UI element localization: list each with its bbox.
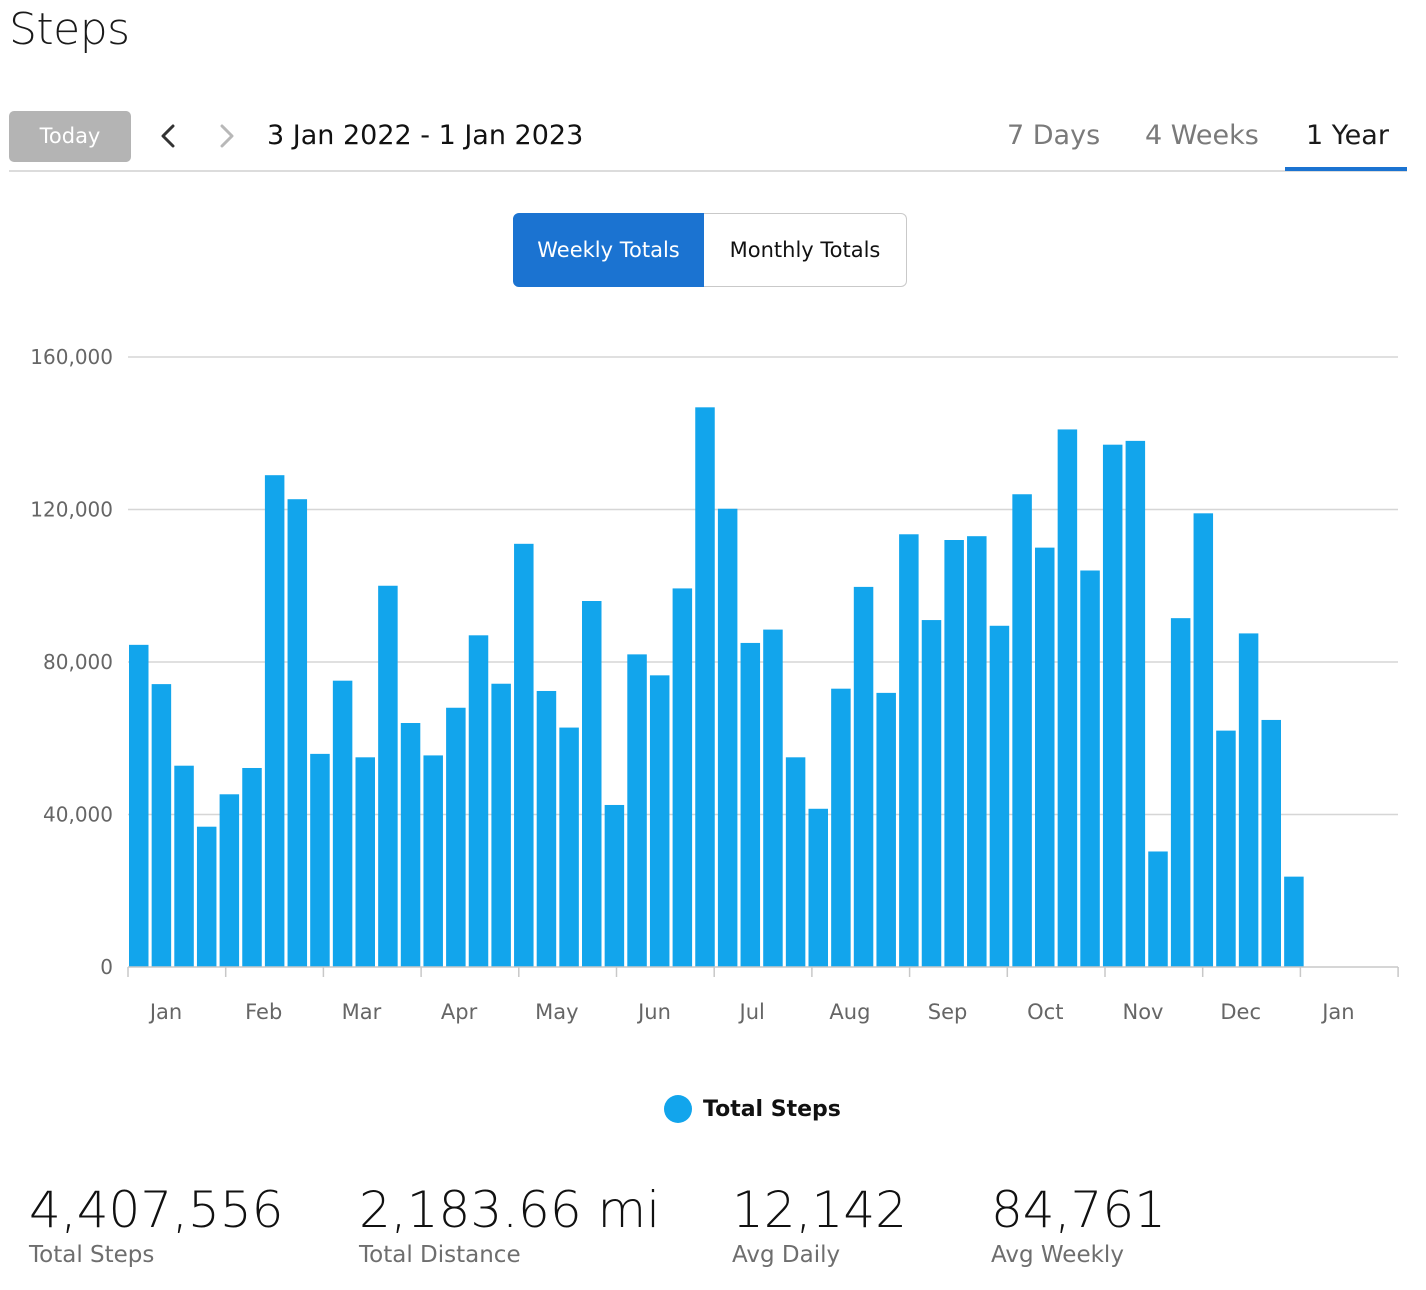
bar	[378, 585, 398, 967]
chevron-left-icon[interactable]	[155, 122, 183, 150]
bar	[876, 692, 896, 967]
y-tick-label: 40,000	[43, 803, 113, 827]
stat-total-steps: 4,407,556 Total Steps	[29, 1180, 283, 1270]
monthly-totals-button[interactable]: Monthly Totals	[704, 213, 907, 287]
x-tick-label: Dec	[1220, 1000, 1261, 1024]
bar	[785, 757, 806, 967]
bar	[242, 767, 262, 967]
tab-7-days[interactable]: 7 Days	[1007, 120, 1101, 151]
bar	[695, 407, 715, 967]
stat-label: Total Steps	[29, 1242, 155, 1268]
bar	[287, 499, 308, 967]
x-tick-label: Jul	[738, 1000, 765, 1024]
bar	[491, 683, 511, 967]
bar	[944, 540, 964, 967]
x-tick-label: Apr	[441, 1000, 478, 1024]
bar	[423, 755, 443, 967]
bar	[468, 635, 489, 967]
x-tick-label: Feb	[245, 1000, 282, 1024]
bar	[808, 808, 828, 967]
steps-bar-chart: 0 40,000 80,000 120,000 160,000 Jan Feb Mar Apr M…	[30, 345, 1399, 1024]
chevron-right-icon[interactable]	[212, 122, 240, 150]
bar	[400, 723, 421, 967]
x-tick-label: Oct	[1027, 1000, 1063, 1024]
bar	[717, 508, 738, 967]
bar	[129, 644, 149, 967]
bar	[604, 804, 625, 967]
bar	[151, 684, 172, 967]
bar	[310, 753, 330, 967]
y-tick-label: 160,000	[30, 345, 113, 369]
y-tick-label: 120,000	[30, 498, 113, 522]
bar	[831, 688, 851, 967]
bar	[355, 757, 375, 967]
bar	[559, 727, 579, 967]
x-tick-label: Sep	[928, 1000, 968, 1024]
stat-avg-weekly: 84,761 Avg Weekly	[991, 1180, 1166, 1270]
x-tick-label: Nov	[1123, 1000, 1164, 1024]
x-tick-label: Aug	[829, 1000, 870, 1024]
bar	[174, 765, 194, 967]
today-button[interactable]: Today	[9, 111, 131, 162]
bar	[1216, 730, 1236, 967]
bar	[332, 680, 353, 967]
active-tab-indicator	[1285, 167, 1407, 171]
bar	[1284, 876, 1304, 967]
y-tick-label: 0	[100, 955, 113, 979]
bar	[446, 707, 466, 967]
bar	[1193, 513, 1214, 967]
stat-label: Total Distance	[359, 1242, 521, 1268]
bar	[967, 536, 987, 967]
stat-label: Avg Daily	[732, 1242, 841, 1268]
y-tick-label: 80,000	[43, 650, 113, 674]
bar	[853, 586, 874, 967]
stat-total-distance: 2,183.66 mi Total Distance	[359, 1180, 660, 1270]
stat-value: 12,142	[732, 1181, 907, 1239]
stat-value: 84,761	[991, 1181, 1166, 1239]
bar	[1035, 547, 1055, 967]
page-title: Steps	[9, 4, 130, 55]
bar	[514, 543, 534, 967]
stat-label: Avg Weekly	[991, 1242, 1124, 1268]
bar	[672, 588, 693, 967]
bar	[1057, 429, 1078, 967]
bar	[536, 690, 557, 967]
bar	[921, 620, 942, 967]
bar	[740, 642, 761, 967]
date-range-label: 3 Jan 2022 - 1 Jan 2023	[267, 120, 584, 151]
stat-value: 2,183.66 mi	[359, 1181, 661, 1239]
tab-1-year[interactable]: 1 Year	[1306, 120, 1389, 151]
stat-value: 4,407,556	[29, 1181, 284, 1239]
x-tick-label: Jun	[636, 1000, 671, 1024]
bar	[196, 826, 217, 967]
bar	[1148, 851, 1168, 967]
stat-avg-daily: 12,142 Avg Daily	[732, 1180, 907, 1270]
tab-4-weeks[interactable]: 4 Weeks	[1145, 120, 1259, 151]
bar	[1080, 570, 1100, 967]
legend-label: Total Steps	[703, 1096, 841, 1122]
bar	[264, 475, 285, 967]
x-tick-label: Mar	[342, 1000, 382, 1024]
bar	[627, 654, 647, 967]
bar	[219, 794, 240, 967]
bar	[649, 675, 670, 967]
bar	[1238, 633, 1259, 967]
x-tick-label: May	[535, 1000, 578, 1024]
bar	[1125, 440, 1146, 967]
bar	[1012, 494, 1032, 967]
date-toolbar: Today 3 Jan 2022 - 1 Jan 2023 7 Days 4 W…	[9, 110, 1407, 172]
x-tick-label: Jan	[1320, 1000, 1354, 1024]
circle-icon	[664, 1095, 692, 1123]
bar	[1102, 444, 1123, 967]
weekly-totals-button[interactable]: Weekly Totals	[513, 213, 704, 287]
bar	[582, 601, 602, 967]
bar	[899, 534, 919, 967]
bar	[763, 629, 783, 967]
x-tick-label: Jan	[148, 1000, 182, 1024]
chart-legend[interactable]: Total Steps	[664, 1093, 841, 1125]
bar	[989, 625, 1010, 967]
bar	[1170, 618, 1191, 967]
bar	[1261, 719, 1281, 967]
